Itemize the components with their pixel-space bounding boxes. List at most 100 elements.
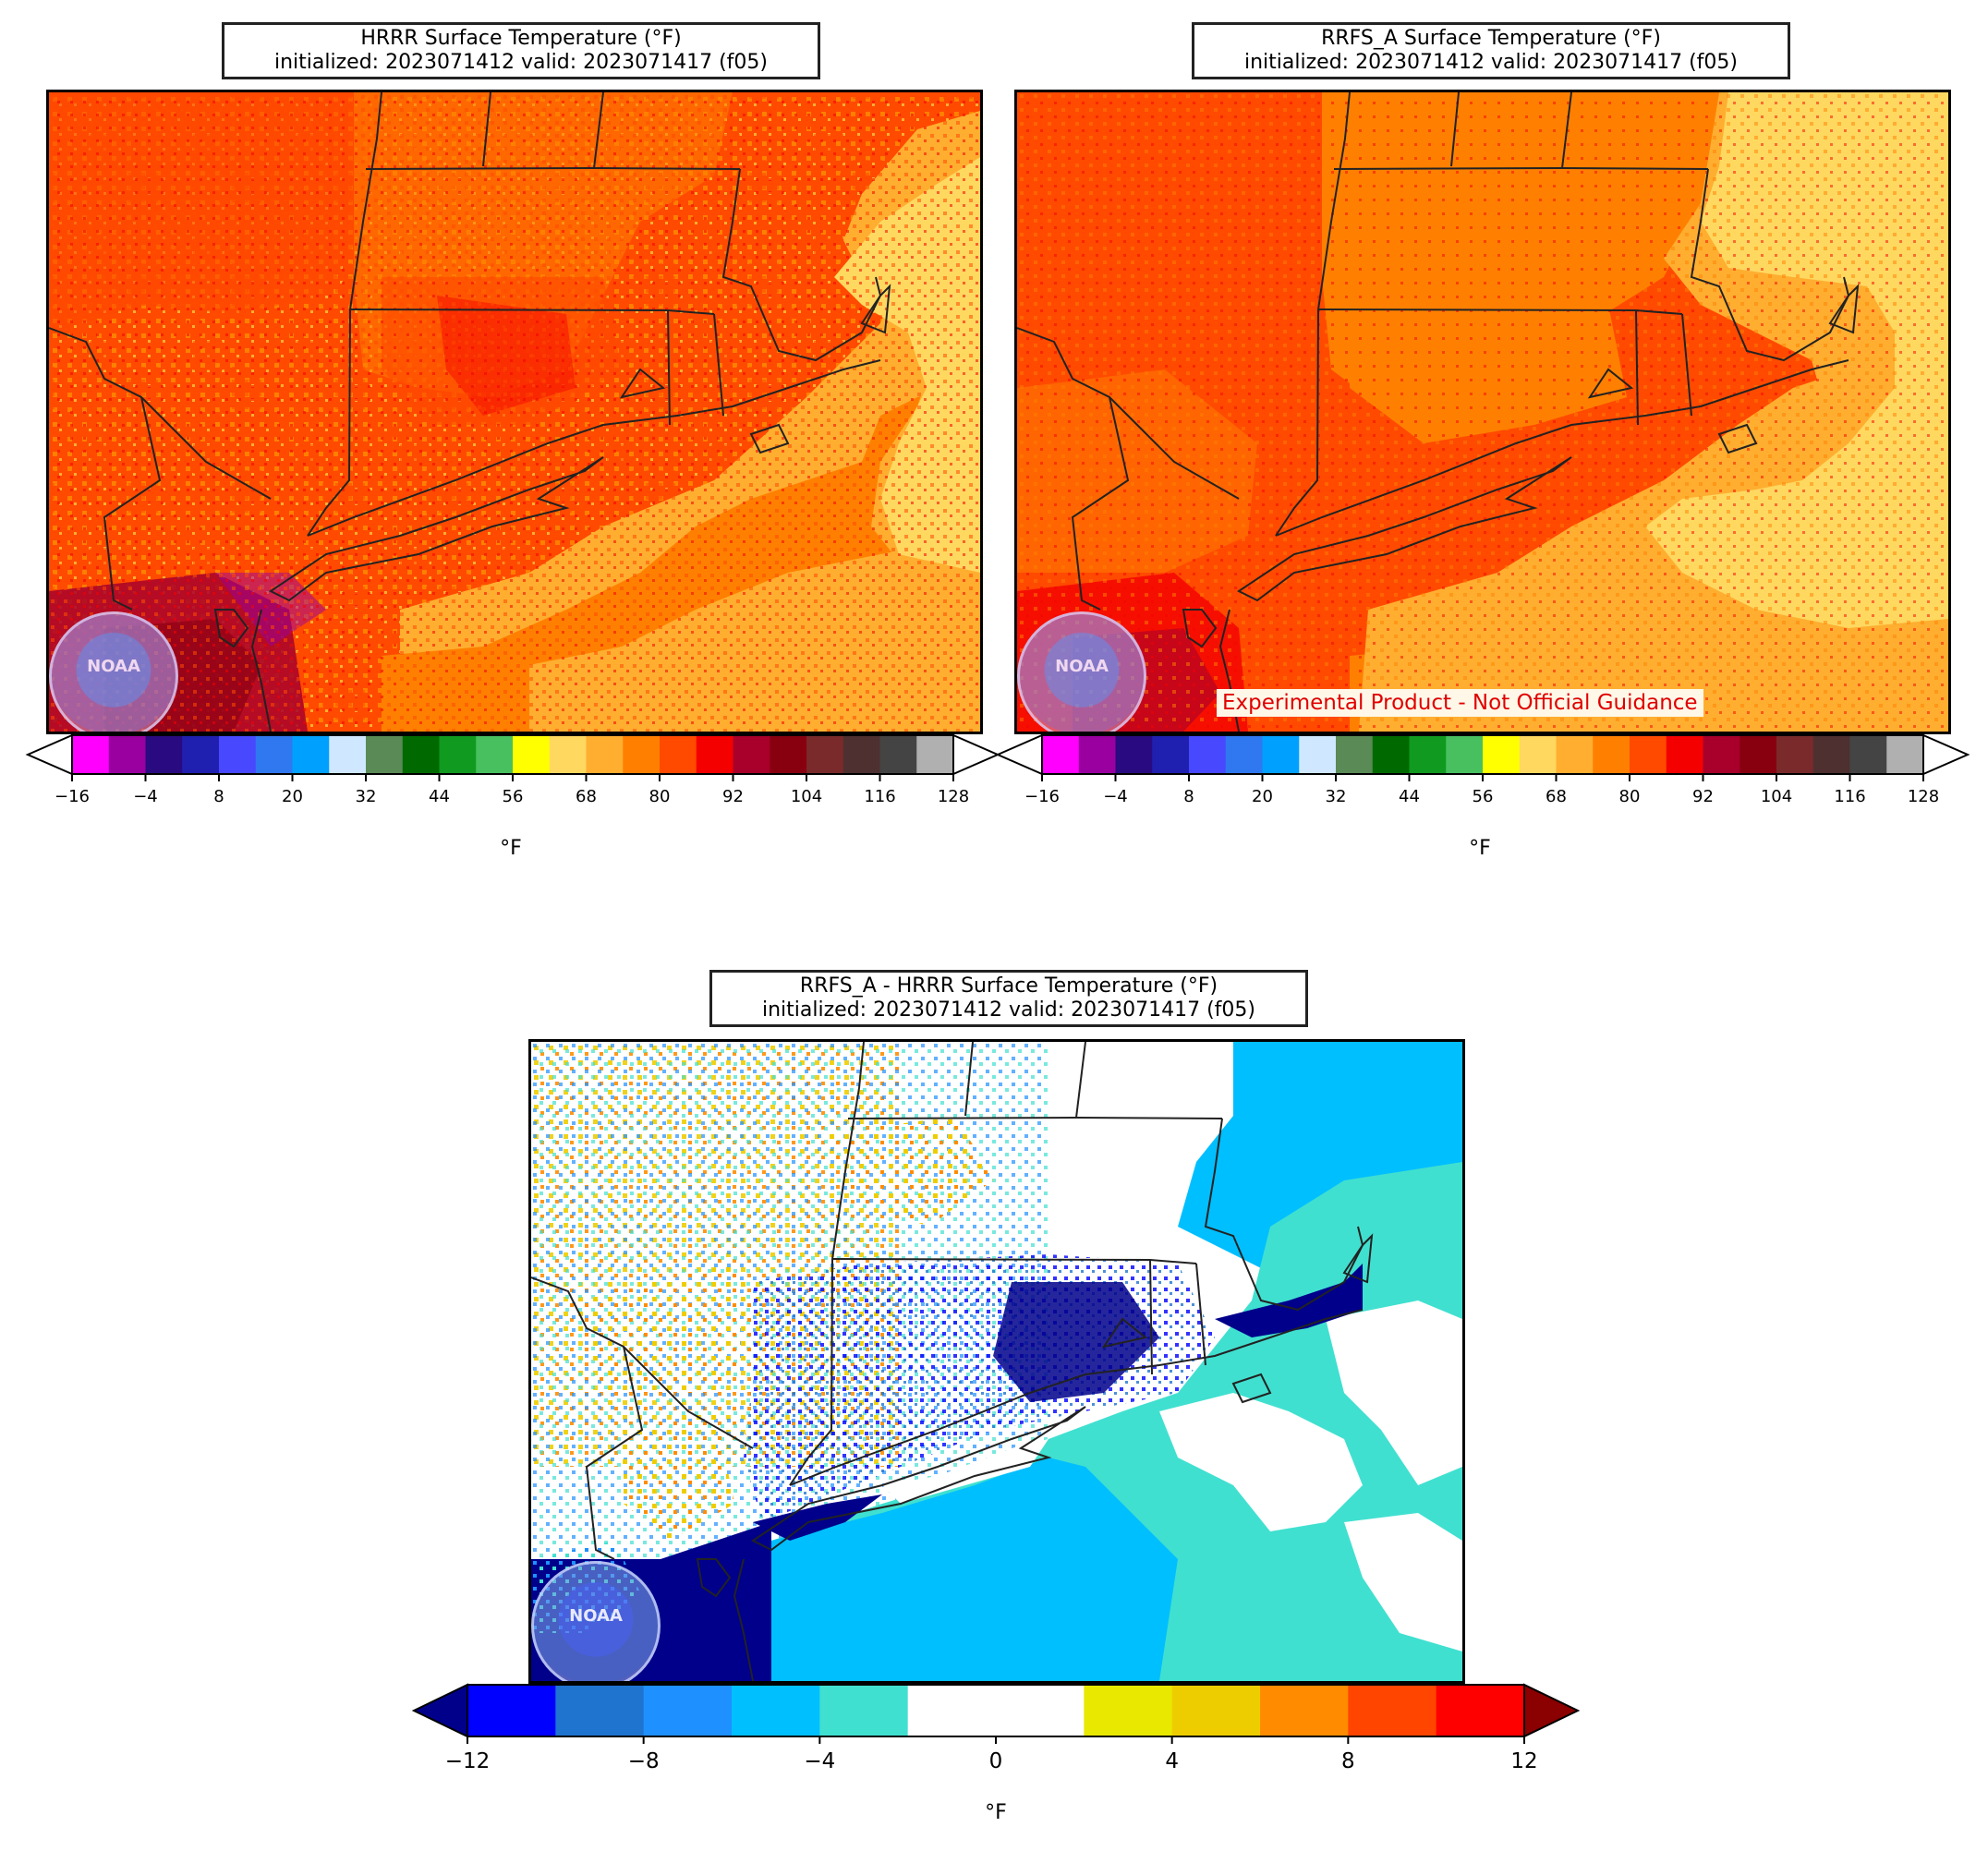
rrfs-colorbar-swatch [1152, 735, 1190, 774]
hrrr-colorbar-swatch [623, 735, 661, 774]
rrfs-colorbar-swatch [1078, 735, 1116, 774]
hrrr-colorbar-swatch [145, 735, 183, 774]
diff-colorbar-tick-label: 12 [1510, 1749, 1538, 1773]
hrrr-colorbar-swatch [916, 735, 954, 774]
hrrr-map: NOAA [46, 90, 983, 734]
rrfs-colorbar-tick-label: 32 [1325, 787, 1347, 806]
hrrr-colorbar-swatch [806, 735, 844, 774]
rrfs-colorbar-over [1922, 733, 1970, 776]
rrfs-colorbar-swatch [1409, 735, 1447, 774]
hrrr-colorbar-swatch [733, 735, 770, 774]
rrfs-colorbar-unit: °F [1469, 837, 1491, 860]
hrrr-colorbar-tick-label: 80 [649, 787, 671, 806]
rrfs-colorbar-swatch [1630, 735, 1667, 774]
rrfs-title-line1: RRFS_A Surface Temperature (°F) [1321, 27, 1661, 50]
hrrr-colorbar-swatch [513, 735, 551, 774]
diff-title-line2: initialized: 2023071412 valid: 202307141… [762, 998, 1255, 1022]
hrrr-colorbar-tick-label: 92 [722, 787, 744, 806]
hrrr-colorbar-swatch [549, 735, 587, 774]
diff-colorbar-tick-label: 0 [988, 1749, 1003, 1773]
rrfs-map-canvas [1017, 92, 1948, 732]
rrfs-colorbar-swatch [1483, 735, 1521, 774]
diff-colorbar-swatch [819, 1685, 909, 1736]
rrfs-colorbar-tick-label: 92 [1692, 787, 1714, 806]
rrfs-colorbar-svg [995, 733, 1970, 781]
diff-colorbar-swatch [1436, 1685, 1525, 1736]
hrrr-title-line2: initialized: 2023071412 valid: 202307141… [274, 51, 768, 74]
rrfs-colorbar-tick-label: 20 [1252, 787, 1273, 806]
hrrr-colorbar-swatch [366, 735, 404, 774]
hrrr-colorbar-swatch [879, 735, 917, 774]
diff-colorbar-swatch [555, 1685, 645, 1736]
rrfs-colorbar-tick-label: 128 [1907, 787, 1940, 806]
rrfs-colorbar-swatch [1886, 735, 1924, 774]
rrfs-colorbar-tick-label: 80 [1618, 787, 1641, 806]
hrrr-colorbar-swatch [182, 735, 220, 774]
hrrr-colorbar-tick-label: 128 [937, 787, 970, 806]
rrfs-colorbar-swatch [1740, 735, 1777, 774]
diff-colorbar-swatch [1171, 1685, 1261, 1736]
rrfs-title-line2: initialized: 2023071412 valid: 202307141… [1244, 51, 1738, 74]
diff-colorbar-svg [411, 1683, 1581, 1744]
rrfs-colorbar-tick-label: 44 [1399, 787, 1420, 806]
diff-colorbar-tick-label: 4 [1165, 1749, 1179, 1773]
rrfs-colorbar-swatch [1593, 735, 1630, 774]
noaa-logo-icon: NOAA [49, 611, 178, 732]
hrrr-colorbar-swatch [439, 735, 477, 774]
rrfs-colorbar-swatch [1372, 735, 1410, 774]
rrfs-colorbar-swatch [1556, 735, 1594, 774]
rrfs-colorbar-swatch [1849, 735, 1887, 774]
experimental-disclaimer: Experimental Product - Not Official Guid… [1217, 689, 1703, 717]
hrrr-colorbar-tick-label: 104 [790, 787, 823, 806]
rrfs-colorbar-tick-label: −4 [1103, 787, 1128, 806]
hrrr-colorbar-swatch [72, 735, 110, 774]
hrrr-colorbar-tick-label: 116 [864, 787, 896, 806]
hrrr-colorbar-swatch [255, 735, 293, 774]
hrrr-colorbar-tick-label: 44 [429, 787, 450, 806]
hrrr-colorbar-tick-label: −4 [133, 787, 158, 806]
rrfs-colorbar-tick-label: 104 [1760, 787, 1793, 806]
rrfs-colorbar-swatch [1115, 735, 1153, 774]
hrrr-colorbar-under [25, 733, 73, 776]
diff-colorbar-swatch [643, 1685, 733, 1736]
rrfs-colorbar-swatch [1189, 735, 1227, 774]
diff-colorbar [411, 1683, 1581, 1744]
hrrr-title: HRRR Surface Temperature (°F) initialize… [222, 22, 820, 79]
diff-colorbar-swatch [907, 1685, 997, 1736]
hrrr-colorbar-swatch [842, 735, 880, 774]
diff-colorbar-swatch [732, 1685, 820, 1736]
diff-colorbar-swatch [1260, 1685, 1349, 1736]
diff-map: NOAA [528, 1039, 1465, 1684]
rrfs-colorbar-swatch [1446, 735, 1484, 774]
rrfs-colorbar-tick-label: 68 [1546, 787, 1567, 806]
diff-colorbar-swatch [1348, 1685, 1437, 1736]
hrrr-colorbar-swatch [586, 735, 624, 774]
hrrr-title-line1: HRRR Surface Temperature (°F) [360, 27, 682, 50]
diff-colorbar-tick-label: −12 [444, 1749, 491, 1773]
rrfs-colorbar-swatch [1336, 735, 1374, 774]
hrrr-colorbar-swatch [108, 735, 146, 774]
hrrr-colorbar-swatch [660, 735, 697, 774]
noaa-logo-text: NOAA [569, 1606, 623, 1626]
rrfs-colorbar-swatch [1299, 735, 1337, 774]
diff-map-canvas [531, 1042, 1462, 1681]
diff-colorbar-swatch [467, 1685, 556, 1736]
rrfs-colorbar-swatch [1519, 735, 1557, 774]
rrfs-title: RRFS_A Surface Temperature (°F) initiali… [1192, 22, 1790, 79]
noaa-logo-icon: NOAA [1017, 611, 1146, 732]
hrrr-colorbar [25, 733, 1000, 781]
rrfs-colorbar-under [995, 733, 1043, 776]
rrfs-colorbar-tick-label: −16 [1024, 787, 1060, 806]
hrrr-colorbar-swatch [219, 735, 257, 774]
rrfs-colorbar-swatch [1703, 735, 1740, 774]
hrrr-colorbar-swatch [696, 735, 733, 774]
rrfs-colorbar-swatch [1776, 735, 1814, 774]
diff-title-line1: RRFS_A - HRRR Surface Temperature (°F) [799, 974, 1218, 998]
rrfs-colorbar-tick-label: 8 [1183, 787, 1194, 806]
rrfs-colorbar-swatch [1666, 735, 1703, 774]
hrrr-colorbar-tick-label: 8 [213, 787, 224, 806]
diff-colorbar-swatch [1084, 1685, 1173, 1736]
rrfs-colorbar [995, 733, 1970, 781]
rrfs-map: NOAA Experimental Product - Not Official… [1014, 90, 1951, 734]
hrrr-colorbar-tick-label: 32 [355, 787, 377, 806]
